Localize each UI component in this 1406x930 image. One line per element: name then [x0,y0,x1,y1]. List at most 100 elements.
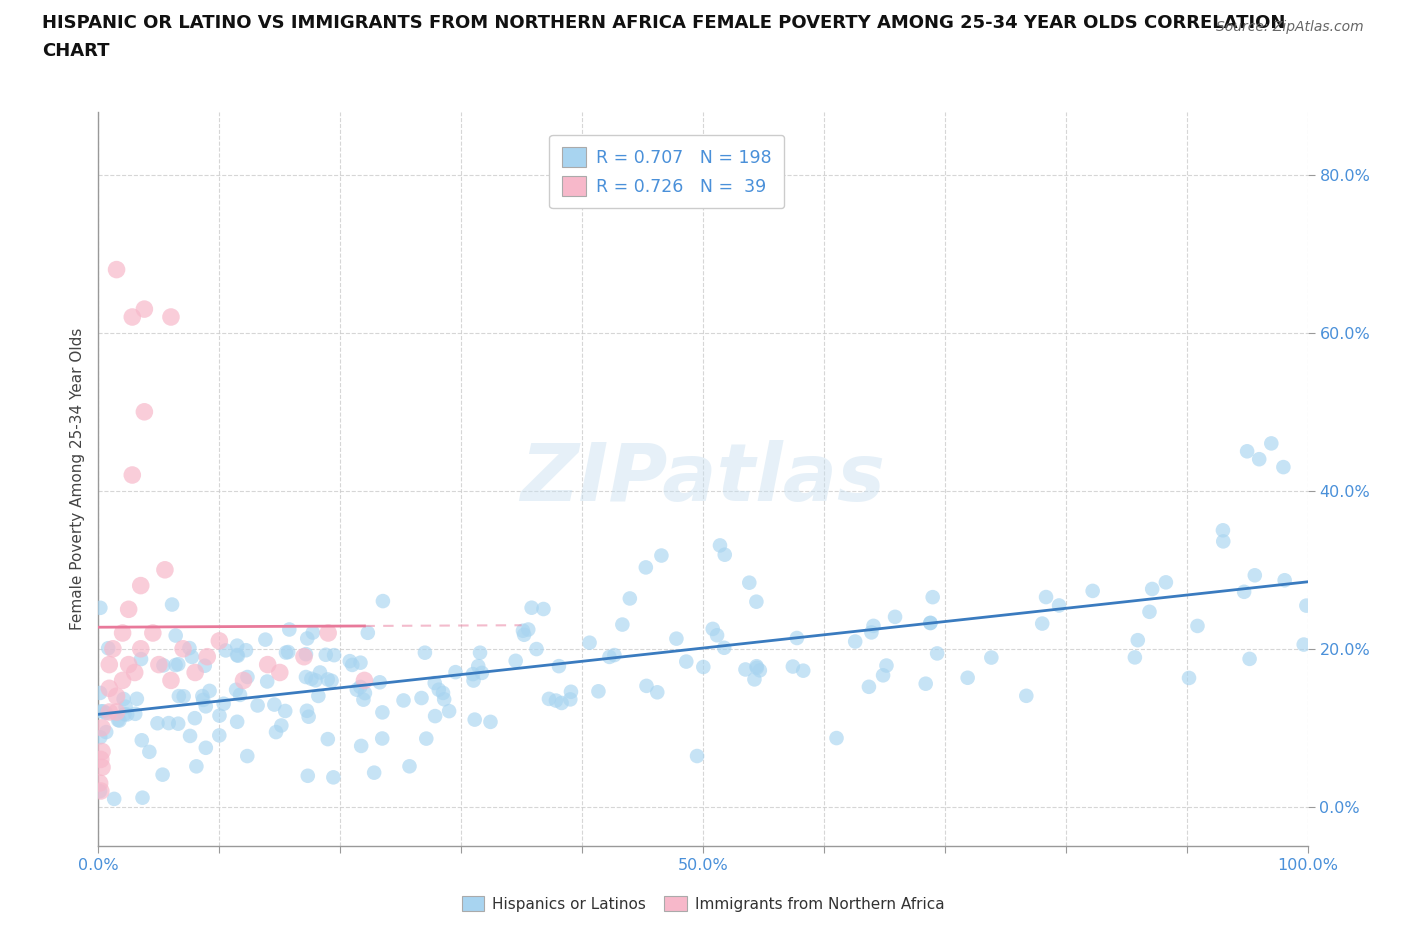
Point [129,578,152,593]
Point [191,688,214,703]
Point [357,625,380,640]
Point [148,658,170,672]
Point [316,732,339,747]
Point [264,724,287,739]
Point [927,646,949,661]
Point [215,643,238,658]
Point [194,699,217,714]
Point [692,659,714,674]
Point [550,696,572,711]
Point [884,609,907,624]
Y-axis label: Female Poverty Among 25-34 Year Olds: Female Poverty Among 25-34 Year Olds [69,327,84,631]
Point [634,560,657,575]
Point [94,706,117,721]
Point [316,626,339,641]
Point [89,685,111,700]
Point [297,631,319,646]
Point [1187,618,1209,633]
Point [645,684,668,699]
Point [184,665,207,680]
Point [1123,650,1146,665]
Point [246,698,269,713]
Point [578,635,600,650]
Point [97,641,120,656]
Point [520,600,543,615]
Point [467,658,489,673]
Point [1047,598,1070,613]
Point [91,721,114,736]
Point [292,649,315,664]
Point [235,643,257,658]
Point [152,767,174,782]
Point [232,673,254,688]
Point [165,658,187,672]
Point [105,689,128,704]
Point [103,791,125,806]
Point [713,547,735,562]
Point [464,712,486,727]
Point [411,691,433,706]
Point [1178,671,1201,685]
Point [295,703,318,718]
Point [468,645,491,660]
Point [612,618,634,632]
Point [108,713,131,728]
Point [748,663,770,678]
Point [323,647,346,662]
Point [352,692,374,707]
Point [665,631,688,646]
Point [745,658,768,673]
Point [980,650,1002,665]
Point [363,765,385,780]
Point [98,705,121,720]
Point [537,691,560,706]
Point [89,784,111,799]
Point [194,740,217,755]
Point [619,591,641,606]
Point [1126,632,1149,647]
Point [844,634,866,649]
Point [111,673,134,688]
Point [195,649,218,664]
Point [90,704,112,719]
Point [98,681,121,696]
Point [278,622,301,637]
Point [91,760,114,775]
Point [920,616,942,631]
Point [560,684,582,699]
Point [321,673,343,688]
Point [858,679,880,694]
Point [921,590,943,604]
Point [167,716,190,731]
Text: HISPANIC OR LATINO VS IMMIGRANTS FROM NORTHERN AFRICA FEMALE POVERTY AMONG 25-34: HISPANIC OR LATINO VS IMMIGRANTS FROM NO… [42,14,1285,32]
Point [1154,575,1177,590]
Point [398,759,420,774]
Point [782,659,804,674]
Point [1035,590,1057,604]
Point [437,704,460,719]
Point [792,663,814,678]
Point [114,699,136,714]
Point [738,576,761,591]
Point [920,616,942,631]
Point [505,654,527,669]
Point [1292,637,1315,652]
Point [118,658,141,672]
Legend: R = 0.707   N = 198, R = 0.726   N =  39: R = 0.707 N = 198, R = 0.726 N = 39 [550,135,785,208]
Point [198,684,221,698]
Point [444,665,467,680]
Point [316,672,339,687]
Point [1081,583,1104,598]
Point [107,712,129,727]
Point [98,658,121,672]
Point [461,667,484,682]
Point [129,642,152,657]
Point [415,731,437,746]
Point [350,738,373,753]
Point [315,647,337,662]
Point [706,628,728,643]
Point [1236,444,1258,458]
Point [603,647,626,662]
Point [1260,436,1282,451]
Point [1139,604,1161,619]
